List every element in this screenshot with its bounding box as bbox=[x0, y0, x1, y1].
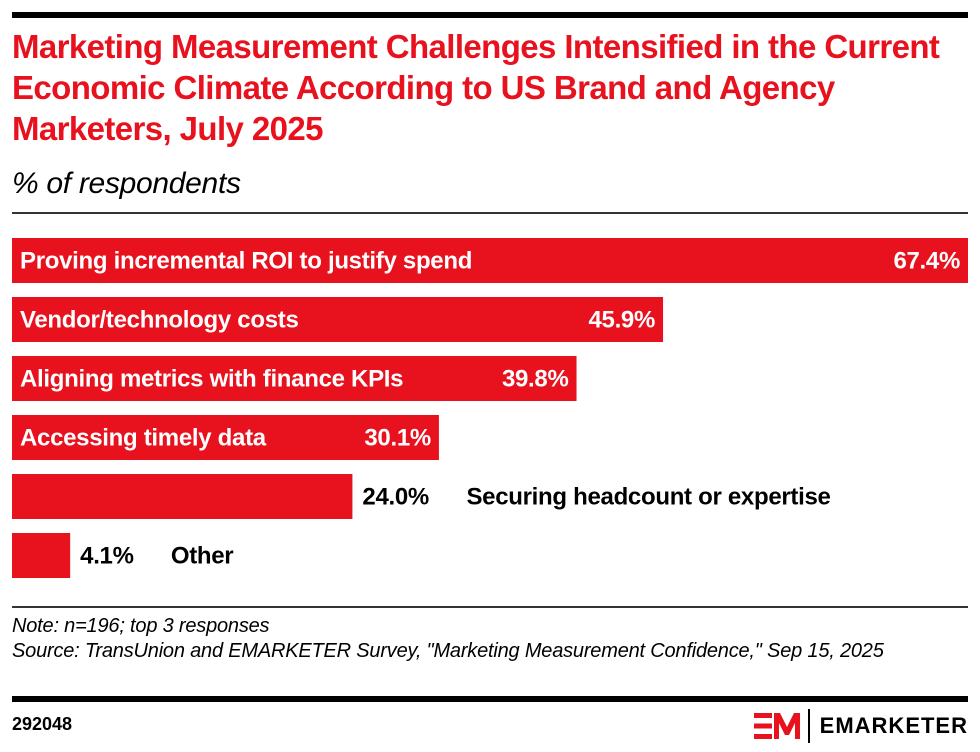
category-label: Securing headcount or expertise bbox=[466, 484, 830, 511]
subtitle-divider bbox=[12, 212, 968, 214]
bar bbox=[12, 415, 439, 460]
bottom-rule bbox=[12, 696, 968, 702]
value-label: 67.4% bbox=[893, 248, 960, 275]
chart-id: 292048 bbox=[12, 714, 73, 734]
value-label: 45.9% bbox=[588, 307, 655, 334]
top-rule bbox=[12, 12, 968, 18]
bar bbox=[12, 356, 577, 401]
value-label: 30.1% bbox=[364, 425, 431, 452]
source-text: Source: TransUnion and EMARKETER Survey,… bbox=[12, 640, 884, 662]
brand-name: EMARKETER bbox=[819, 713, 968, 738]
bar-chart: Proving incremental ROI to justify spend… bbox=[12, 238, 968, 578]
category-label: Other bbox=[171, 543, 234, 570]
note-text: Note: n=196; top 3 responses bbox=[12, 615, 270, 637]
em-logo-icon bbox=[753, 711, 800, 741]
notes: Note: n=196; top 3 responses Source: Tra… bbox=[12, 614, 968, 664]
value-label: 4.1% bbox=[80, 543, 134, 570]
category-label: Accessing timely data bbox=[20, 425, 267, 452]
bar bbox=[12, 533, 71, 578]
bar bbox=[12, 238, 968, 283]
category-label: Aligning metrics with finance KPIs bbox=[20, 366, 403, 393]
logo-divider bbox=[807, 709, 810, 743]
category-label: Vendor/technology costs bbox=[20, 307, 299, 334]
bar bbox=[12, 297, 664, 342]
value-label: 24.0% bbox=[362, 484, 429, 511]
chart-title: Marketing Measurement Challenges Intensi… bbox=[12, 28, 940, 147]
bar bbox=[12, 474, 353, 519]
note-divider bbox=[12, 606, 968, 608]
value-label: 39.8% bbox=[502, 366, 569, 393]
chart-subtitle: % of respondents bbox=[12, 167, 241, 200]
emarketer-logo: EMARKETER bbox=[753, 708, 968, 744]
category-label: Proving incremental ROI to justify spend bbox=[20, 248, 472, 275]
